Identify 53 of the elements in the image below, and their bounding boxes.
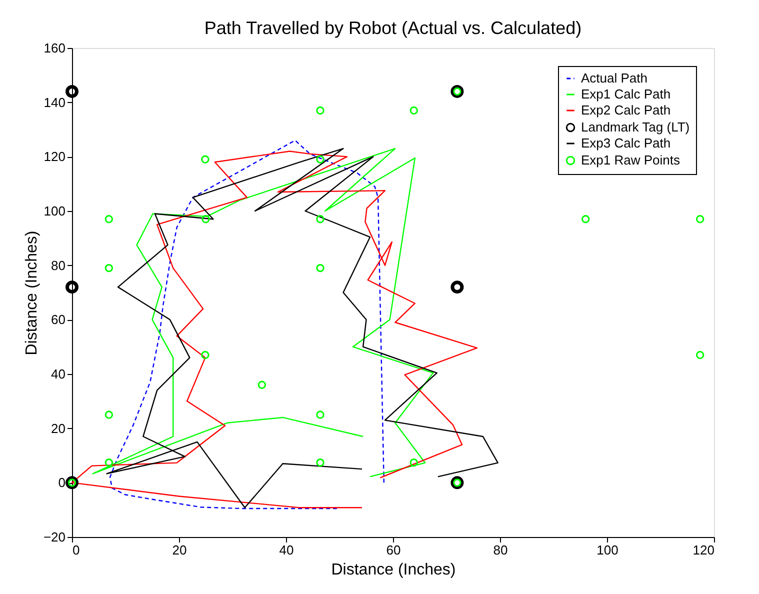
point <box>316 155 324 164</box>
point <box>410 458 418 467</box>
point <box>202 215 210 224</box>
legend-label: Exp1 Raw Points <box>581 152 680 168</box>
y-tick-label: −20 <box>43 530 66 544</box>
point <box>104 264 114 272</box>
legend-label: Exp1 Calc Path <box>581 86 671 102</box>
y-tick-label: 20 <box>51 420 66 436</box>
point <box>66 84 78 98</box>
point <box>581 215 590 224</box>
line-series <box>109 140 385 510</box>
point <box>316 410 324 419</box>
y-tick-label: 60 <box>51 312 66 328</box>
point <box>450 476 464 490</box>
line-series <box>92 148 434 478</box>
x-tick-label: 100 <box>596 542 618 558</box>
y-tick-label: 0 <box>58 475 66 490</box>
point <box>66 476 78 490</box>
point <box>410 106 418 115</box>
x-axis-title: Distance (Inches) <box>331 562 456 578</box>
x-tick-label: 60 <box>386 542 401 558</box>
legend-label: Landmark Tag (LT) <box>581 120 690 134</box>
point <box>104 410 114 419</box>
y-tick-label: 80 <box>51 258 66 273</box>
x-tick-label: 0 <box>72 542 80 558</box>
point <box>66 280 78 294</box>
point <box>316 215 324 224</box>
point <box>450 84 464 98</box>
point <box>696 350 704 360</box>
point <box>450 280 464 294</box>
legend-label: Exp3 Calc Path <box>581 136 671 150</box>
x-tick-label: 40 <box>279 542 294 558</box>
y-tick-label: 120 <box>44 149 66 164</box>
point <box>316 264 324 272</box>
point <box>104 215 114 224</box>
point <box>316 458 324 467</box>
point <box>696 215 704 224</box>
legend-label: Exp2 Calc Path <box>581 102 671 118</box>
point <box>104 458 114 467</box>
x-tick-label: 120 <box>692 542 714 558</box>
chart-title: Path Travelled by Robot (Actual vs. Calculated) <box>204 18 582 38</box>
y-tick-label: 160 <box>44 40 66 56</box>
y-tick-label: 140 <box>44 94 66 110</box>
legend-label: Actual Path <box>581 70 648 86</box>
y-axis-title: Distance (Inches) <box>23 230 40 356</box>
point <box>201 155 210 164</box>
x-tick-label: 20 <box>172 542 187 558</box>
y-tick-label: 40 <box>51 366 66 382</box>
point <box>201 350 210 360</box>
y-tick-label: 100 <box>44 204 66 218</box>
point <box>258 380 266 389</box>
x-tick-label: 80 <box>493 542 508 558</box>
point <box>316 106 324 115</box>
